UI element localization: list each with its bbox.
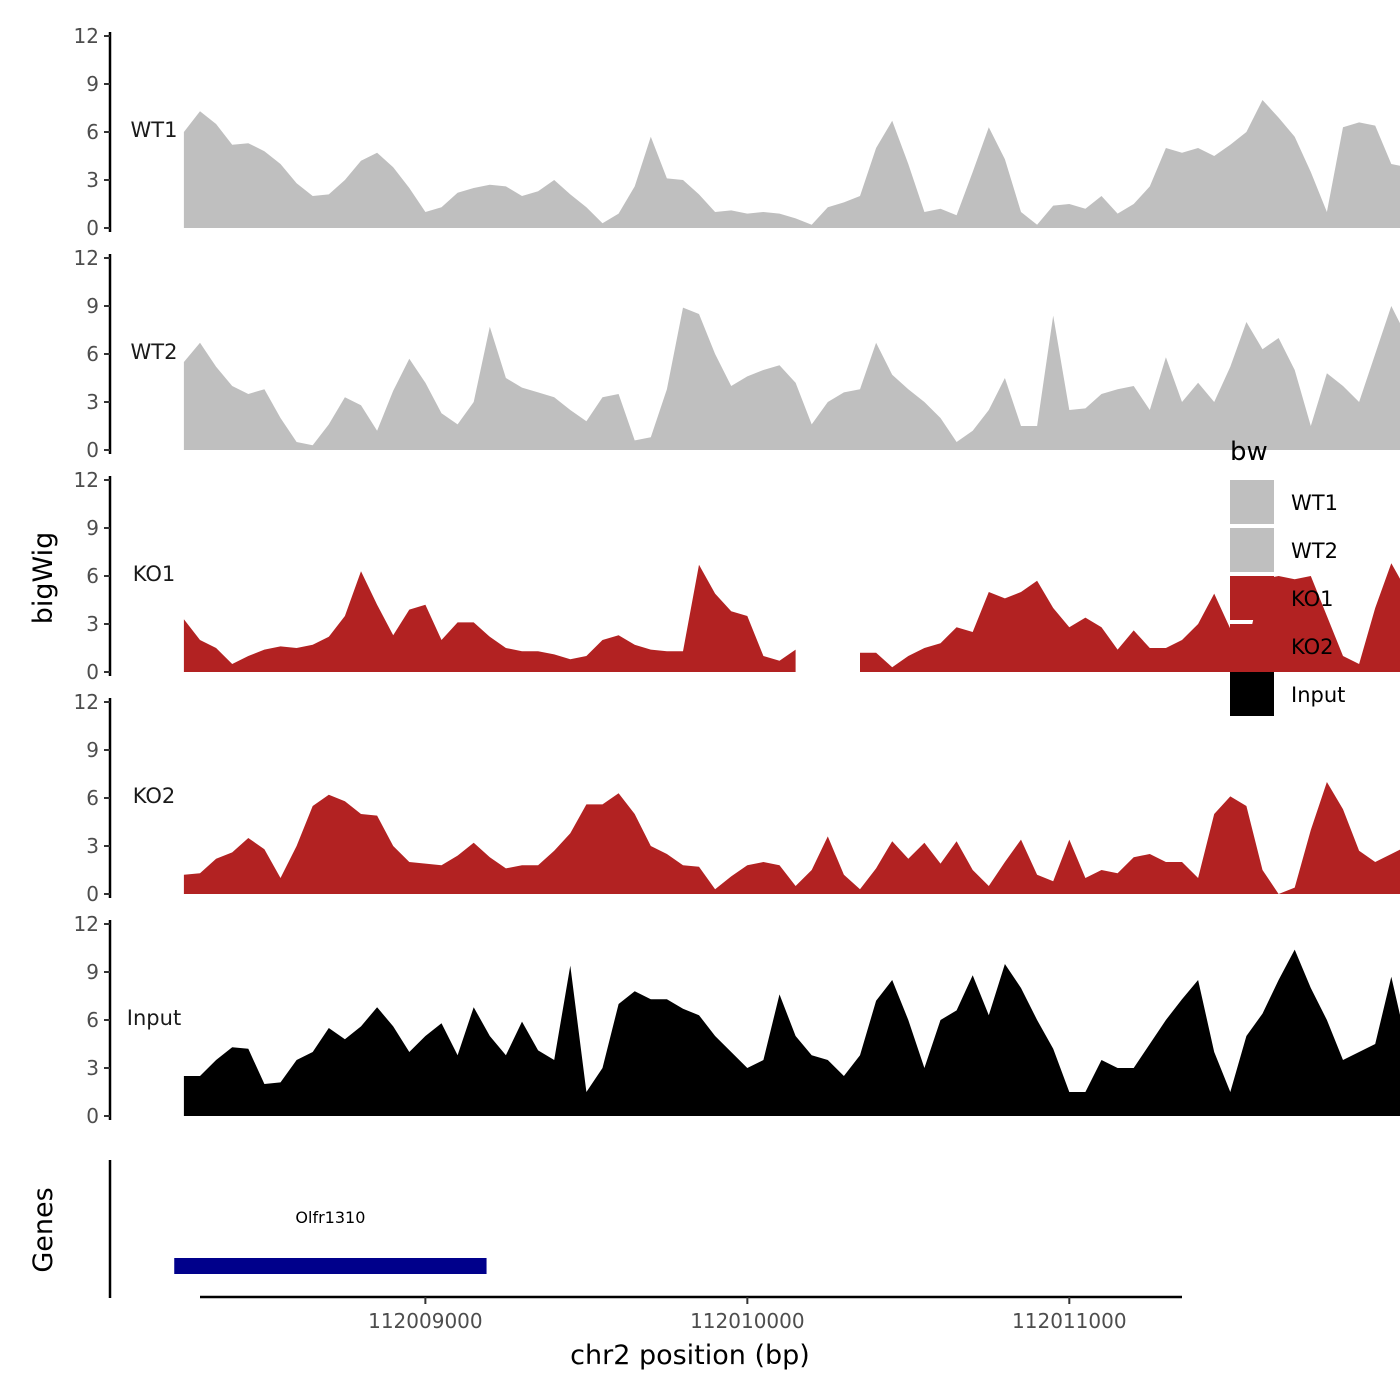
gene-label: Olfr1310 [295,1208,365,1227]
y-tick-label: 12 [74,912,99,936]
x-axis: 112009000 112010000 112011000 [200,1295,1182,1333]
y-axis-title: bigWig [28,532,59,625]
area-input [183,949,1400,1116]
legend-key-input [1230,672,1274,716]
y-tick-label: 12 [74,690,99,714]
track-label: Input [127,1006,181,1030]
legend-label: WT2 [1291,539,1338,563]
y-tick-label: 0 [86,438,99,462]
y-tick-label: 0 [86,660,99,684]
track-label: KO2 [133,784,176,808]
legend-label: Input [1291,683,1345,707]
legend-label: WT1 [1291,491,1338,515]
genes-track-label: Genes [28,1187,59,1272]
x-tick-label: 112009000 [368,1309,483,1333]
y-tick-label: 9 [86,72,99,96]
x-axis-title: chr2 position (bp) [570,1340,810,1371]
y-tick-label: 0 [86,882,99,906]
x-tick-label: 112011000 [1012,1309,1127,1333]
legend-title: bw [1230,437,1268,467]
y-tick-label: 9 [86,738,99,762]
y-tick-label: 3 [86,1056,99,1080]
track-wt1: 0 3 6 9 12 WT1 [74,24,1400,240]
area-ko1 [183,563,1400,672]
y-tick-label: 6 [86,120,99,144]
y-tick-label: 9 [86,516,99,540]
area-ko2 [183,782,1400,894]
y-tick-label: 9 [86,960,99,984]
y-tick-label: 0 [86,1104,99,1128]
track-wt2: 0 3 6 9 12 WT2 [74,246,1400,462]
y-tick-label: 6 [86,564,99,588]
y-tick-label: 6 [86,342,99,366]
legend-key-ko2 [1230,624,1274,668]
y-tick-label: 12 [74,246,99,270]
x-tick-label: 112010000 [690,1309,805,1333]
gene-track: Genes Olfr1310 [28,1160,487,1298]
legend-label: KO1 [1291,587,1334,611]
y-tick-label: 6 [86,1008,99,1032]
legend-key-ko1 [1230,576,1274,620]
y-tick-label: 3 [86,834,99,858]
legend-key-wt1 [1230,480,1274,524]
y-tick-label: 6 [86,786,99,810]
y-tick-label: 9 [86,294,99,318]
track-ko1: 0 3 6 9 12 KO1 [74,468,1400,684]
area-wt2 [183,306,1400,450]
y-tick-label: 12 [74,24,99,48]
y-tick-label: 3 [86,390,99,414]
track-label: WT1 [131,118,178,142]
bigwig-tracks: 0 3 6 9 12 WT1 0 3 6 9 12 WT2 0 3 6 9 12 KO1 0 3 6 9 12 KO2 0 3 6 9… [74,24,1400,1128]
gene-bar [174,1258,487,1274]
track-label: WT2 [131,340,178,364]
y-tick-label: 3 [86,168,99,192]
y-tick-label: 0 [86,216,99,240]
track-label: KO1 [133,562,176,586]
legend: bw WT1 WT2 KO1 KO2 Input [1230,437,1345,716]
y-tick-label: 12 [74,468,99,492]
track-input: 0 3 6 9 12 Input [74,912,1400,1128]
area-wt1 [183,100,1400,228]
legend-key-wt2 [1230,528,1274,572]
y-tick-label: 3 [86,612,99,636]
legend-label: KO2 [1291,635,1334,659]
track-ko2: 0 3 6 9 12 KO2 [74,690,1400,906]
